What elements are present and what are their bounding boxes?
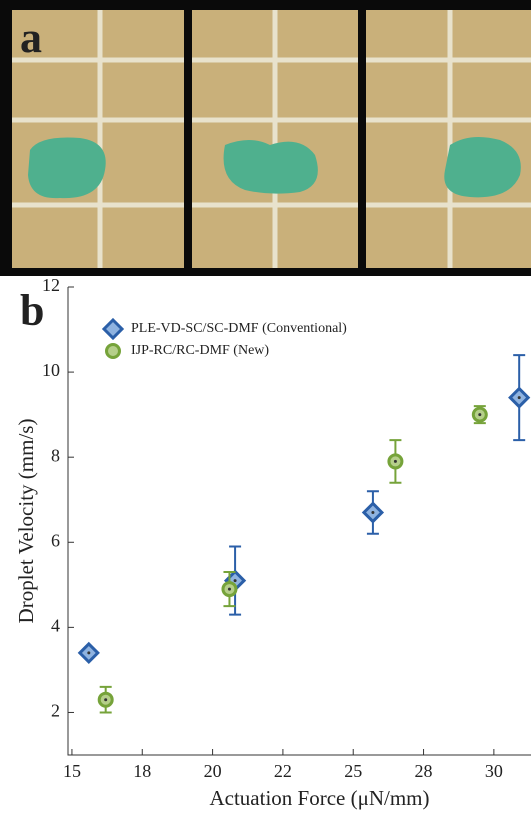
y-tick-label: 6 bbox=[51, 530, 60, 550]
panel-label: a bbox=[20, 13, 42, 62]
x-tick-label: 25 bbox=[344, 761, 362, 781]
x-tick-label: 30 bbox=[485, 761, 503, 781]
droplet bbox=[223, 140, 318, 194]
x-tick-label: 20 bbox=[204, 761, 222, 781]
y-axis-label: Droplet Velocity (mm/s) bbox=[14, 419, 38, 624]
plot: 15 18 20 22 25 28 30 2 4 6 8 10 12 Actuation Force (μ… bbox=[14, 275, 531, 810]
y-tick-label: 12 bbox=[42, 275, 60, 295]
point bbox=[101, 317, 125, 341]
point-center bbox=[478, 413, 482, 417]
x-tick-label: 28 bbox=[415, 761, 433, 781]
y-tick-label: 10 bbox=[42, 360, 60, 380]
x-tick-label: 18 bbox=[133, 761, 151, 781]
point-center bbox=[104, 698, 108, 702]
y-tick-label: 8 bbox=[51, 445, 60, 465]
electrode-lines bbox=[12, 10, 531, 268]
x-axis-label: Actuation Force (μN/mm) bbox=[209, 786, 429, 810]
axes bbox=[67, 287, 531, 756]
photo-panel: a bbox=[0, 0, 531, 276]
point bbox=[105, 343, 121, 359]
point-center bbox=[87, 651, 91, 655]
x-tick-label: 15 bbox=[63, 761, 81, 781]
droplet bbox=[28, 137, 106, 199]
y-tick-label: 4 bbox=[51, 615, 60, 635]
point-center bbox=[393, 459, 397, 463]
point-center bbox=[517, 396, 521, 400]
point-center bbox=[227, 587, 231, 591]
legend-label: IJP-RC/RC-DMF (New) bbox=[131, 343, 269, 358]
y-tick-label: 2 bbox=[51, 701, 60, 721]
point-center bbox=[371, 510, 375, 514]
x-tick-label: 22 bbox=[274, 761, 292, 781]
panel-label: b bbox=[20, 286, 44, 335]
point-center bbox=[233, 579, 237, 583]
legend-label: PLE-VD-SC/SC-DMF (Conventional) bbox=[131, 321, 347, 336]
droplet bbox=[444, 136, 521, 198]
